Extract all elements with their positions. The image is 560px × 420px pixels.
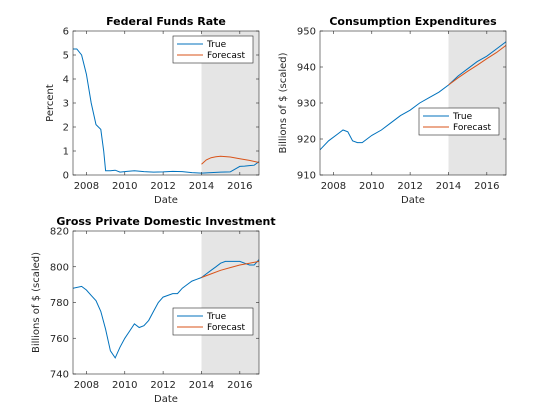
y-axis-label: Billions of $ (scaled) <box>278 52 289 153</box>
y-tick-label: 950 <box>297 27 316 38</box>
series-line-true <box>73 259 259 359</box>
x-tick-label: 2008 <box>321 181 346 192</box>
legend-label-true: True <box>452 112 473 122</box>
y-axis-label: Billions of $ (scaled) <box>31 252 42 353</box>
x-tick-label: 2016 <box>474 181 499 192</box>
subplot-2: 2008 2010 2012 2014 2016 910 920 930 940 950 Consu… <box>278 15 507 206</box>
y-tick-label: 0 <box>63 171 69 182</box>
forecast-shaded-region <box>201 231 259 374</box>
legend-box <box>172 307 254 336</box>
legend-label-forecast: Forecast <box>207 323 246 333</box>
x-axis-label: Date <box>154 195 178 206</box>
legend-label-forecast: Forecast <box>453 123 492 133</box>
legend-label-forecast: Forecast <box>207 51 246 61</box>
x-tick-label: 2008 <box>74 380 99 391</box>
series-line-forecast <box>448 45 506 86</box>
y-tick-label: 5 <box>63 51 69 62</box>
x-tick-label: 2012 <box>397 181 422 192</box>
series-line-forecast <box>201 260 259 278</box>
x-tick-label: 2008 <box>74 181 99 192</box>
series-line-forecast <box>201 155 259 165</box>
y-tick-label: 3 <box>63 99 69 110</box>
y-axis-label: Percent <box>45 84 56 122</box>
plot-area <box>73 259 259 359</box>
chart-title: Federal Funds Rate <box>106 15 226 28</box>
legend-box <box>172 35 254 64</box>
legend-label-true: True <box>206 40 227 50</box>
subplot-3: 2008 2010 2012 2014 2016 740 760 780 800 820Gross… <box>31 215 276 405</box>
x-tick-label: 2016 <box>227 380 252 391</box>
y-tick-label: 800 <box>50 262 69 273</box>
x-tick-label: 2012 <box>150 181 175 192</box>
y-tick-label: 820 <box>50 227 69 238</box>
x-axis-label: Date <box>401 195 425 206</box>
y-tick-label: 2 <box>63 123 69 134</box>
x-tick-label: 2016 <box>227 181 252 192</box>
y-tick-label: 740 <box>50 370 69 381</box>
plot-area <box>73 48 259 174</box>
x-tick-label: 2010 <box>112 181 137 192</box>
x-tick-label: 2012 <box>150 380 175 391</box>
y-tick-label: 6 <box>63 27 69 38</box>
y-tick-label: 910 <box>297 171 316 182</box>
x-tick-label: 2010 <box>359 181 384 192</box>
x-tick-label: 2014 <box>189 380 214 391</box>
chart-title: Gross Private Domestic Investment <box>56 215 275 228</box>
y-tick-label: 940 <box>297 63 316 74</box>
subplot-1: 2008 2010 2012 2014 2016 0 1 2 3 4 5 6 Federal Funds… <box>45 15 260 206</box>
chart-title: Consumption Expenditures <box>329 15 497 28</box>
y-tick-label: 4 <box>63 75 69 86</box>
y-tick-label: 920 <box>297 135 316 146</box>
series-line-true <box>73 48 259 174</box>
x-axis-label: Date <box>154 394 178 405</box>
legend-label-true: True <box>206 312 227 322</box>
x-tick-label: 2010 <box>112 380 137 391</box>
x-tick-label: 2014 <box>189 181 214 192</box>
forecast-shaded-region <box>448 31 506 175</box>
y-tick-label: 780 <box>50 298 69 309</box>
series-line-true <box>320 41 506 151</box>
plot-area <box>320 41 506 151</box>
y-tick-label: 1 <box>63 147 69 158</box>
y-tick-label: 930 <box>297 99 316 110</box>
x-tick-label: 2014 <box>436 181 461 192</box>
y-tick-label: 760 <box>50 334 69 345</box>
legend-box <box>418 107 500 136</box>
